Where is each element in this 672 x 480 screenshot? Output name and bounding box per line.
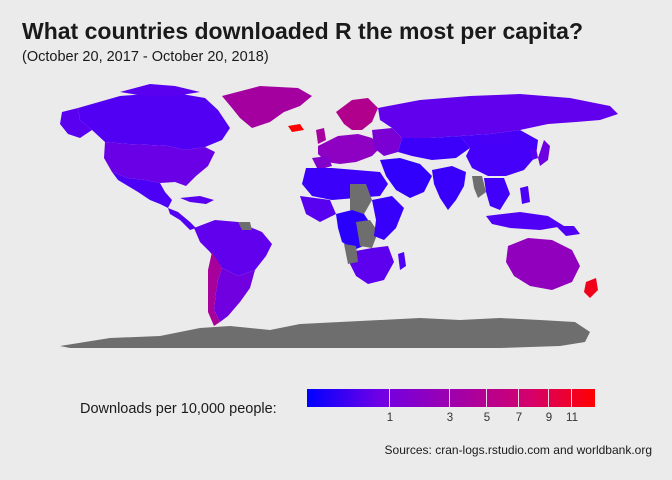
legend-tick-label: 3 — [446, 412, 454, 424]
region-central-asia — [398, 136, 470, 160]
region-chile — [208, 252, 222, 326]
legend-tick-mark — [486, 389, 487, 407]
map-subtitle: (October 20, 2017 - October 20, 2018) — [22, 49, 269, 65]
legend-tick-mark — [449, 389, 450, 407]
legend-tick-mark — [571, 389, 572, 407]
legend-tick-mark — [389, 389, 390, 407]
region-arctic-islands — [120, 84, 200, 96]
region-iberia — [312, 156, 332, 170]
region-mexico — [112, 172, 172, 208]
region-australia — [506, 238, 580, 290]
region-southeast-asia — [484, 178, 510, 210]
region-papua — [556, 226, 580, 236]
region-mongolia — [478, 132, 516, 146]
legend-tick-mark — [518, 389, 519, 407]
region-uk — [316, 128, 326, 144]
region-sahel-grey — [350, 184, 372, 214]
region-southern-africa — [350, 246, 394, 284]
legend-tick-label: 11 — [566, 412, 578, 424]
region-india — [432, 166, 466, 210]
region-caribbean — [180, 196, 214, 204]
legend-tick-label: 1 — [386, 412, 394, 424]
region-japan — [538, 140, 550, 166]
source-caption: Sources: cran-logs.rstudio.com and world… — [384, 443, 652, 457]
map-title: What countries downloaded R the most per… — [22, 18, 583, 44]
region-indonesia — [486, 212, 564, 230]
region-korea — [530, 148, 538, 160]
legend-color-bar — [307, 389, 595, 407]
region-middle-east — [380, 158, 432, 198]
region-angola-grey — [344, 244, 358, 264]
region-greenland — [222, 86, 312, 128]
region-iceland — [288, 124, 304, 132]
region-philippines — [520, 186, 530, 204]
legend-tick-mark — [548, 389, 549, 407]
legend-tick-label: 7 — [515, 412, 523, 424]
region-myanmar — [472, 176, 486, 198]
region-guyana-area — [238, 222, 252, 230]
region-china — [460, 130, 538, 176]
region-scandinavia — [336, 98, 378, 130]
region-east-africa — [372, 196, 404, 240]
legend-tick-label: 9 — [545, 412, 553, 424]
region-russia — [378, 94, 618, 138]
region-antarctica — [60, 318, 590, 348]
region-south-america-north — [194, 220, 272, 276]
legend-tick-label: 5 — [483, 412, 491, 424]
region-alaska — [60, 108, 92, 138]
region-new-zealand — [584, 278, 598, 298]
region-eastern-europe — [372, 128, 402, 156]
region-central-america — [168, 208, 196, 230]
region-west-africa — [300, 196, 336, 222]
region-south-america-south — [214, 268, 255, 322]
region-canada — [78, 92, 230, 150]
legend-title: Downloads per 10,000 people: — [80, 401, 277, 417]
region-drc-grey — [356, 220, 378, 248]
region-western-europe — [318, 134, 380, 164]
world-choropleth-map — [60, 84, 618, 348]
region-north-africa — [302, 168, 388, 200]
region-madagascar — [398, 252, 406, 270]
region-usa — [104, 142, 215, 186]
